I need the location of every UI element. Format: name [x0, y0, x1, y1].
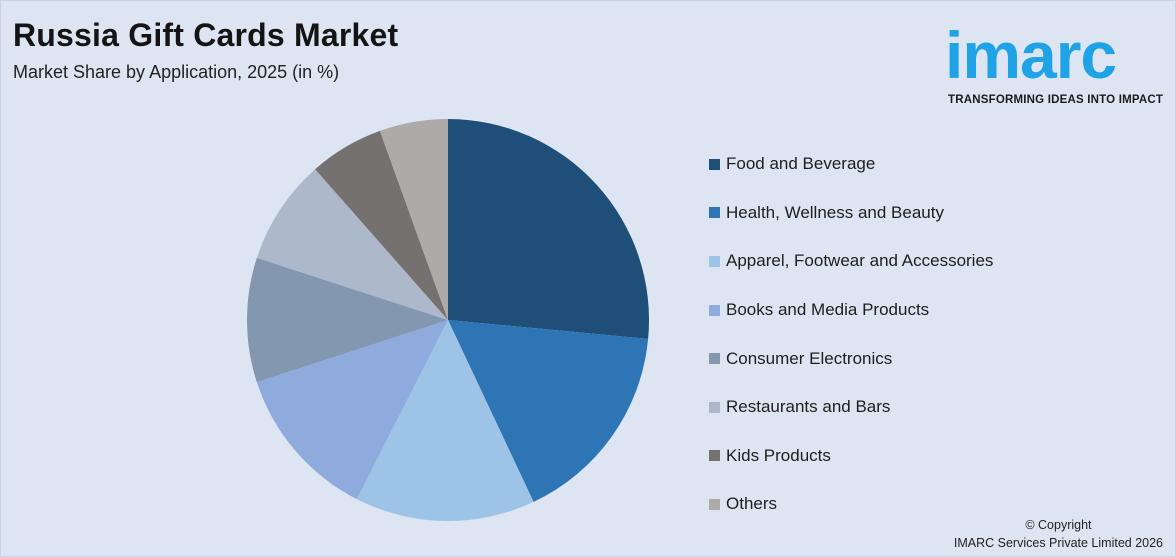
pie-slice-others: [379, 119, 448, 320]
pie-slice-apparel-footwear-and-accessories: [356, 320, 534, 521]
legend-item: Kids Products: [709, 432, 993, 481]
legend-item: Apparel, Footwear and Accessories: [709, 237, 993, 286]
legend-label: Consumer Electronics: [726, 348, 893, 368]
copyright-notice: © Copyright IMARC Services Private Limit…: [954, 516, 1163, 552]
imarc-logo: imarc TRANSFORMING IDEAS INTO IMPACT: [945, 11, 1173, 111]
legend-swatch: [709, 207, 720, 219]
legend-label: Health, Wellness and Beauty: [726, 202, 944, 222]
legend-swatch: [709, 353, 720, 365]
legend-item: Books and Media Products: [709, 286, 993, 335]
legend-label: Food and Beverage: [726, 154, 876, 174]
legend-swatch: [709, 498, 720, 510]
legend-label: Kids Products: [726, 445, 831, 465]
logo-wordmark: imarc: [945, 18, 1117, 92]
pie-slice-food-and-beverage: [448, 119, 649, 339]
legend-label: Others: [726, 494, 778, 514]
legend-swatch: [709, 450, 720, 462]
pie-slice-books-and-media-products: [256, 320, 448, 500]
legend-swatch: [709, 304, 720, 316]
legend-item: Health, Wellness and Beauty: [709, 189, 993, 238]
legend-swatch: [709, 255, 720, 267]
chart-subtitle: Market Share by Application, 2025 (in %): [13, 62, 340, 82]
pie-slice-kids-products: [315, 130, 448, 320]
legend-label: Books and Media Products: [726, 300, 930, 320]
legend-item: Consumer Electronics: [709, 334, 993, 383]
legend-item: Others: [709, 480, 993, 529]
copyright-line-1: © Copyright: [1025, 518, 1092, 532]
legend-item: Restaurants and Bars: [709, 383, 993, 432]
pie-slice-health-wellness-and-beauty: [448, 320, 649, 502]
legend-label: Apparel, Footwear and Accessories: [726, 251, 994, 271]
legend-swatch: [709, 401, 720, 413]
legend-swatch: [709, 158, 720, 170]
legend-label: Restaurants and Bars: [726, 397, 891, 417]
pie-chart: [247, 119, 649, 521]
chart-legend: Food and Beverage Health, Wellness and Be…: [709, 140, 993, 529]
pie-slice-consumer-electronics: [247, 257, 448, 383]
logo-tagline: TRANSFORMING IDEAS INTO IMPACT: [948, 94, 1164, 106]
chart-title: Russia Gift Cards Market: [13, 17, 399, 53]
legend-item: Food and Beverage: [709, 140, 993, 189]
pie-slice-restaurants-and-bars: [256, 169, 448, 320]
copyright-line-2: IMARC Services Private Limited 2026: [953, 536, 1163, 550]
